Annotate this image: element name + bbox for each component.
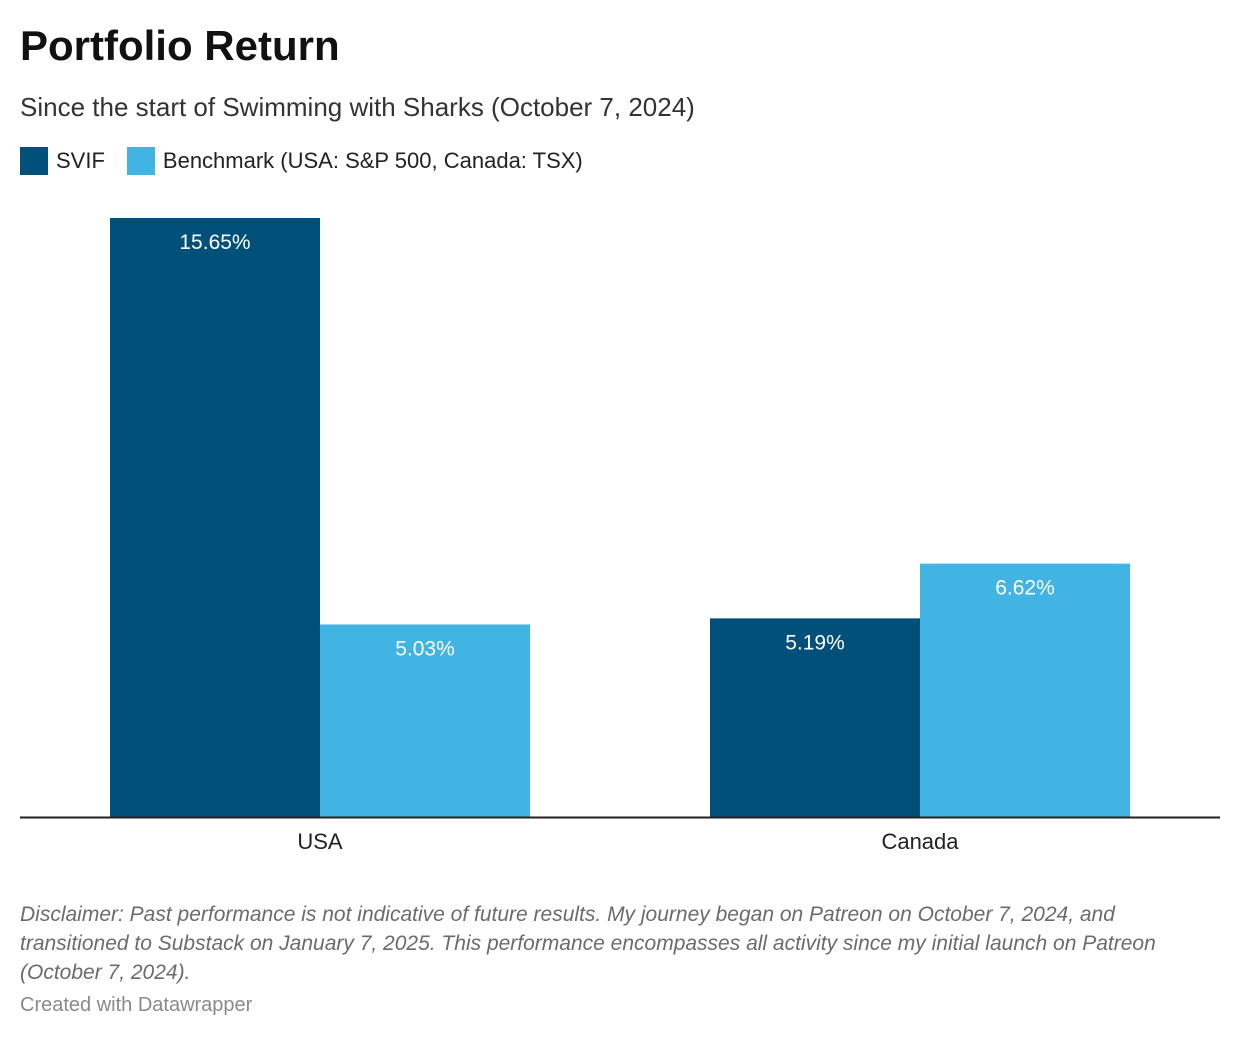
bar-benchmark-canada	[920, 563, 1130, 817]
data-label-benchmark-usa: 5.03%	[395, 637, 455, 660]
data-label-svif-usa: 15.65%	[179, 231, 250, 254]
legend-swatch-benchmark	[126, 147, 155, 175]
legend-label-svif: SVIF	[56, 148, 105, 173]
bar-chart: 15.65% 5.03% 5.19% 6.62% USA Canada	[20, 218, 1220, 854]
bars-group: 15.65% 5.03% 5.19% 6.62%	[110, 218, 1130, 817]
data-label-svif-canada: 5.19%	[785, 631, 845, 654]
bar-benchmark-usa	[320, 624, 530, 817]
legend-item-benchmark: Benchmark (USA: S&P 500, Canada: TSX)	[126, 147, 583, 175]
disclaimer-footnote: Disclaimer: Past performance is not indi…	[20, 903, 1156, 984]
chart-subtitle: Since the start of Swimming with Sharks …	[20, 92, 695, 122]
bar-svif-canada	[710, 618, 920, 817]
legend: SVIF Benchmark (USA: S&P 500, Canada: TS…	[20, 145, 605, 177]
legend-item-svif: SVIF	[20, 147, 105, 175]
bar-svif-usa	[110, 218, 320, 817]
legend-swatch-svif	[20, 147, 48, 175]
data-label-benchmark-canada: 6.62%	[995, 577, 1055, 600]
x-tick-label-usa: USA	[297, 829, 343, 854]
chart-title: Portfolio Return	[20, 22, 340, 69]
x-tick-label-canada: Canada	[881, 829, 959, 854]
legend-label-benchmark: Benchmark (USA: S&P 500, Canada: TSX)	[162, 148, 583, 173]
credit-text: Created with Datawrapper	[20, 994, 253, 1016]
